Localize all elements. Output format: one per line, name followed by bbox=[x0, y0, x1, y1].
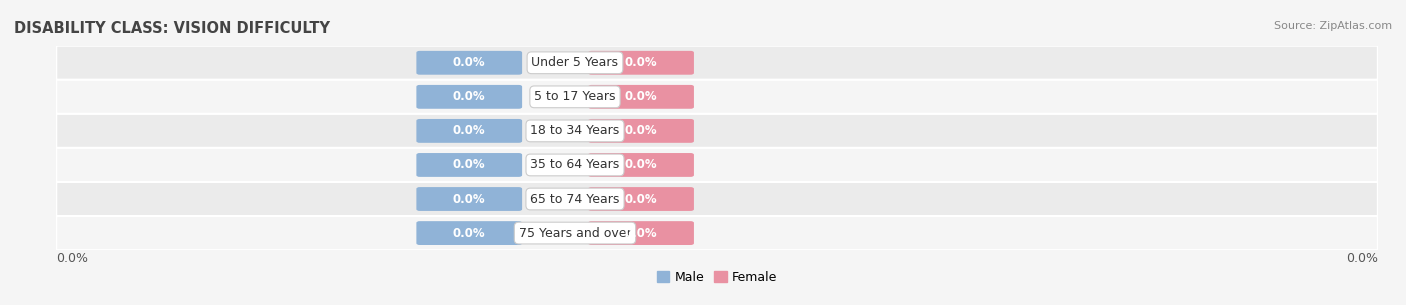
Text: 0.0%: 0.0% bbox=[453, 159, 485, 171]
Text: 35 to 64 Years: 35 to 64 Years bbox=[530, 159, 620, 171]
Text: 5 to 17 Years: 5 to 17 Years bbox=[534, 90, 616, 103]
FancyBboxPatch shape bbox=[56, 182, 1378, 216]
FancyBboxPatch shape bbox=[56, 148, 1378, 182]
FancyBboxPatch shape bbox=[416, 187, 522, 211]
Text: 0.0%: 0.0% bbox=[624, 90, 658, 103]
Text: 0.0%: 0.0% bbox=[624, 192, 658, 206]
Text: 0.0%: 0.0% bbox=[624, 159, 658, 171]
FancyBboxPatch shape bbox=[416, 221, 522, 245]
FancyBboxPatch shape bbox=[56, 114, 1378, 148]
Text: 0.0%: 0.0% bbox=[453, 124, 485, 137]
Text: Source: ZipAtlas.com: Source: ZipAtlas.com bbox=[1274, 21, 1392, 31]
FancyBboxPatch shape bbox=[56, 80, 1378, 114]
Text: 0.0%: 0.0% bbox=[624, 56, 658, 69]
FancyBboxPatch shape bbox=[588, 51, 695, 75]
FancyBboxPatch shape bbox=[588, 221, 695, 245]
Text: 0.0%: 0.0% bbox=[453, 90, 485, 103]
Legend: Male, Female: Male, Female bbox=[652, 266, 782, 289]
FancyBboxPatch shape bbox=[588, 153, 695, 177]
Text: 0.0%: 0.0% bbox=[1346, 252, 1378, 265]
FancyBboxPatch shape bbox=[416, 85, 522, 109]
FancyBboxPatch shape bbox=[56, 216, 1378, 250]
FancyBboxPatch shape bbox=[588, 85, 695, 109]
Text: 0.0%: 0.0% bbox=[56, 252, 89, 265]
FancyBboxPatch shape bbox=[588, 119, 695, 143]
Text: 0.0%: 0.0% bbox=[624, 227, 658, 239]
FancyBboxPatch shape bbox=[416, 119, 522, 143]
FancyBboxPatch shape bbox=[56, 46, 1378, 80]
Text: 0.0%: 0.0% bbox=[453, 192, 485, 206]
Text: 75 Years and over: 75 Years and over bbox=[519, 227, 631, 239]
FancyBboxPatch shape bbox=[416, 51, 522, 75]
Text: 18 to 34 Years: 18 to 34 Years bbox=[530, 124, 620, 137]
FancyBboxPatch shape bbox=[416, 153, 522, 177]
Text: Under 5 Years: Under 5 Years bbox=[531, 56, 619, 69]
Text: DISABILITY CLASS: VISION DIFFICULTY: DISABILITY CLASS: VISION DIFFICULTY bbox=[14, 21, 330, 36]
Text: 0.0%: 0.0% bbox=[453, 227, 485, 239]
Text: 0.0%: 0.0% bbox=[624, 124, 658, 137]
Text: 0.0%: 0.0% bbox=[453, 56, 485, 69]
FancyBboxPatch shape bbox=[588, 187, 695, 211]
Text: 65 to 74 Years: 65 to 74 Years bbox=[530, 192, 620, 206]
